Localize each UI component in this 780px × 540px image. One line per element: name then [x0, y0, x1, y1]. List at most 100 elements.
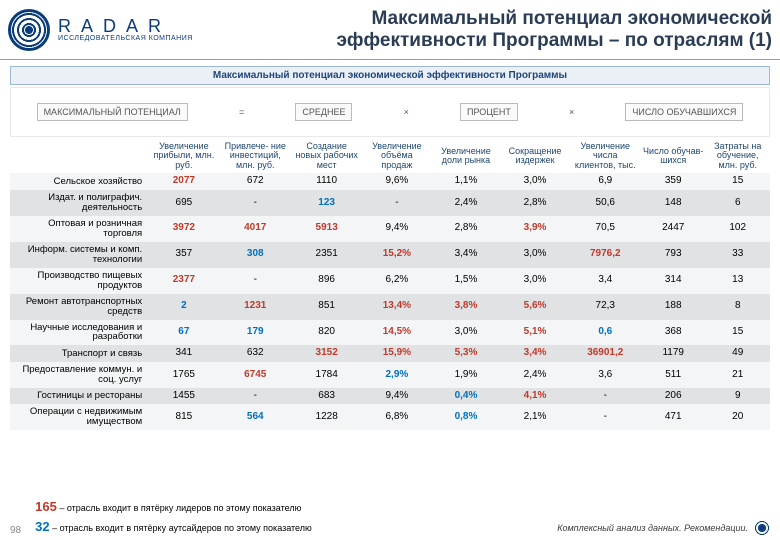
row-label: Производство пищевых продуктов — [10, 268, 148, 294]
logo: R A D A R ИССЛЕДОВАТЕЛЬСКАЯ КОМПАНИЯ — [8, 9, 193, 51]
cell: 2447 — [641, 216, 705, 242]
cell: 6,2% — [362, 268, 431, 294]
cell: 2,4% — [431, 190, 500, 216]
cell: 15,2% — [362, 242, 431, 268]
cell: 5,6% — [501, 294, 570, 320]
cell: 188 — [641, 294, 705, 320]
cell: 4017 — [220, 216, 291, 242]
col-header: Затраты на обучение, млн. руб. — [705, 139, 770, 173]
legend-top-text: – отрасль входит в пятёрку лидеров по эт… — [59, 503, 301, 513]
table-row: Производство пищевых продуктов2377-8966,… — [10, 268, 770, 294]
cell: 1179 — [641, 345, 705, 362]
formula-part: ПРОЦЕНТ — [460, 103, 518, 121]
brand-subtitle: ИССЛЕДОВАТЕЛЬСКАЯ КОМПАНИЯ — [58, 35, 193, 42]
cell: 8 — [705, 294, 770, 320]
page-number: 98 — [10, 525, 21, 536]
cell: 6745 — [220, 362, 291, 388]
cell: 683 — [291, 388, 362, 405]
cell: 14,5% — [362, 320, 431, 346]
cell: 3,4 — [570, 268, 641, 294]
cell: 2,4% — [501, 362, 570, 388]
formula-part: × — [404, 107, 409, 117]
cell: 341 — [148, 345, 219, 362]
cell: 9 — [705, 388, 770, 405]
footer-caption: Комплексный анализ данных. Рекомендации. — [557, 523, 748, 533]
cell: 471 — [641, 404, 705, 430]
cell: 50,6 — [570, 190, 641, 216]
col-header: Увеличение доли рынка — [431, 139, 500, 173]
cell: 357 — [148, 242, 219, 268]
page-title: Максимальный потенциал экономической эфф… — [193, 8, 772, 52]
row-label: Операции с недвижимым имуществом — [10, 404, 148, 430]
cell: - — [220, 268, 291, 294]
cell: 820 — [291, 320, 362, 346]
col-header: Увеличение прибыли, млн. руб. — [148, 139, 219, 173]
cell: 2,8% — [431, 216, 500, 242]
cell: 6,8% — [362, 404, 431, 430]
cell: - — [362, 190, 431, 216]
cell: 7976,2 — [570, 242, 641, 268]
cell: 148 — [641, 190, 705, 216]
cell: 672 — [220, 173, 291, 190]
row-label: Оптовая и розничная торговля — [10, 216, 148, 242]
cell: 6,9 — [570, 173, 641, 190]
col-header: Увеличение объёма продаж — [362, 139, 431, 173]
table-row: Информ. системы и комп. технологии357308… — [10, 242, 770, 268]
cell: 5,3% — [431, 345, 500, 362]
footer-logo-icon — [754, 520, 770, 536]
cell: - — [220, 388, 291, 405]
cell: 49 — [705, 345, 770, 362]
data-table: Увеличение прибыли, млн. руб.Привлече- н… — [10, 139, 770, 430]
cell: - — [220, 190, 291, 216]
legend-low-num: 32 — [35, 519, 49, 534]
cell: 695 — [148, 190, 219, 216]
cell: 15 — [705, 320, 770, 346]
row-label: Ремонт автотранспортных средств — [10, 294, 148, 320]
cell: 359 — [641, 173, 705, 190]
legend: 165 – отрасль входит в пятёрку лидеров п… — [35, 497, 312, 536]
table-row: Оптовая и розничная торговля397240175913… — [10, 216, 770, 242]
cell: 72,3 — [570, 294, 641, 320]
cell: 33 — [705, 242, 770, 268]
section-header: Максимальный потенциал экономической эфф… — [10, 66, 770, 85]
cell: 2,1% — [501, 404, 570, 430]
cell: 3,4% — [501, 345, 570, 362]
cell: 368 — [641, 320, 705, 346]
cell: 9,4% — [362, 388, 431, 405]
cell: 3972 — [148, 216, 219, 242]
col-header: Увеличение числа клиентов, тыс. — [570, 139, 641, 173]
cell: 3,4% — [431, 242, 500, 268]
cell: 206 — [641, 388, 705, 405]
cell: 1,1% — [431, 173, 500, 190]
cell: 1784 — [291, 362, 362, 388]
cell: 0,6 — [570, 320, 641, 346]
col-header: Создание новых рабочих мест — [291, 139, 362, 173]
cell: 15 — [705, 173, 770, 190]
legend-low-text: – отрасль входит в пятёрку аутсайдеров п… — [52, 523, 312, 533]
cell: 1110 — [291, 173, 362, 190]
legend-top-num: 165 — [35, 499, 57, 514]
cell: 9,6% — [362, 173, 431, 190]
cell: 15,9% — [362, 345, 431, 362]
row-label: Издат. и полиграфич. деятельность — [10, 190, 148, 216]
table-row: Сельское хозяйство207767211109,6%1,1%3,0… — [10, 173, 770, 190]
cell: 2351 — [291, 242, 362, 268]
footer-right: Комплексный анализ данных. Рекомендации. — [557, 520, 770, 536]
cell: 511 — [641, 362, 705, 388]
cell: 1,5% — [431, 268, 500, 294]
cell: 13,4% — [362, 294, 431, 320]
cell: 815 — [148, 404, 219, 430]
row-label: Информ. системы и комп. технологии — [10, 242, 148, 268]
table-row: Гостиницы и рестораны1455-6839,4%0,4%4,1… — [10, 388, 770, 405]
row-label: Сельское хозяйство — [10, 173, 148, 190]
col-header: Сокращение издержек — [501, 139, 570, 173]
cell: 851 — [291, 294, 362, 320]
cell: 3,6 — [570, 362, 641, 388]
cell: 36901,2 — [570, 345, 641, 362]
cell: 102 — [705, 216, 770, 242]
cell: 896 — [291, 268, 362, 294]
row-label: Гостиницы и рестораны — [10, 388, 148, 405]
table-row: Издат. и полиграфич. деятельность695-123… — [10, 190, 770, 216]
cell: 2 — [148, 294, 219, 320]
cell: 21 — [705, 362, 770, 388]
